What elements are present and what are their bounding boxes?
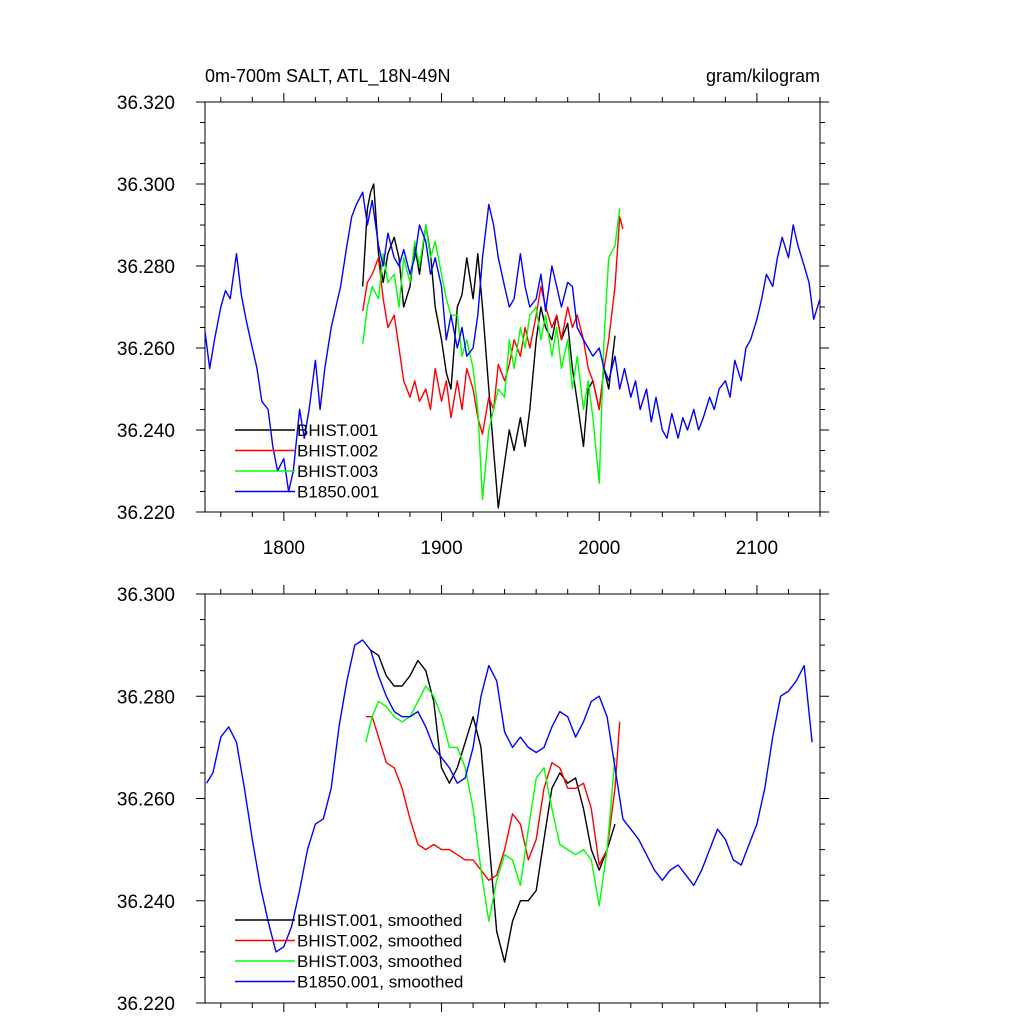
y-tick-label: 36.220 — [117, 994, 175, 1015]
legend-label: BHIST.002 — [297, 442, 378, 461]
series-line-bhist-002 — [362, 216, 624, 435]
y-tick-label: 36.280 — [117, 687, 175, 708]
x-tick-label: 2000 — [578, 538, 620, 559]
legend-label: B1850.001 — [297, 483, 379, 502]
y-tick-label: 36.260 — [117, 790, 175, 811]
y-tick-label: 36.240 — [117, 892, 175, 913]
y-tick-label: 36.300 — [117, 585, 175, 606]
x-tick-label: 2100 — [736, 538, 778, 559]
y-tick-label: 36.220 — [117, 503, 175, 524]
y-tick-label: 36.260 — [117, 339, 175, 360]
legend-label: B1850.001, smoothed — [297, 973, 463, 992]
series-line-bhist-003-smoothed — [365, 685, 616, 922]
series-line-b1850-001 — [204, 191, 821, 493]
x-tick-label: 1900 — [420, 538, 462, 559]
panel-bottom: 36.220 36.240 36.260 36.280 36.300 BHIST.001,… — [117, 585, 829, 1015]
legend-label: BHIST.002, smoothed — [297, 932, 462, 951]
chart-title: 0m-700m SALT, ATL_18N-49N — [205, 66, 450, 87]
series-line-b1850-001-smoothed — [206, 639, 813, 953]
series-line-bhist-003 — [362, 208, 621, 501]
y-tick-label: 36.300 — [117, 175, 175, 196]
legend-label: BHIST.003 — [297, 462, 378, 481]
x-tick-label: 1800 — [263, 538, 305, 559]
y-tick-label: 36.320 — [117, 93, 175, 114]
y-tick-label: 36.280 — [117, 257, 175, 278]
panel-top: 1800 1900 2000 2100 36.220 36.240 36.260 36.280… — [117, 66, 829, 559]
series-line-bhist-001-smoothed — [370, 649, 616, 963]
legend-label: BHIST.001, smoothed — [297, 911, 462, 930]
legend-label: BHIST.001 — [297, 421, 378, 440]
legend-label: BHIST.003, smoothed — [297, 952, 462, 971]
series-line-bhist-002-smoothed — [365, 716, 621, 881]
series-line-bhist-001 — [362, 183, 616, 509]
units-label: gram/kilogram — [706, 66, 820, 86]
y-tick-label: 36.240 — [117, 421, 175, 442]
